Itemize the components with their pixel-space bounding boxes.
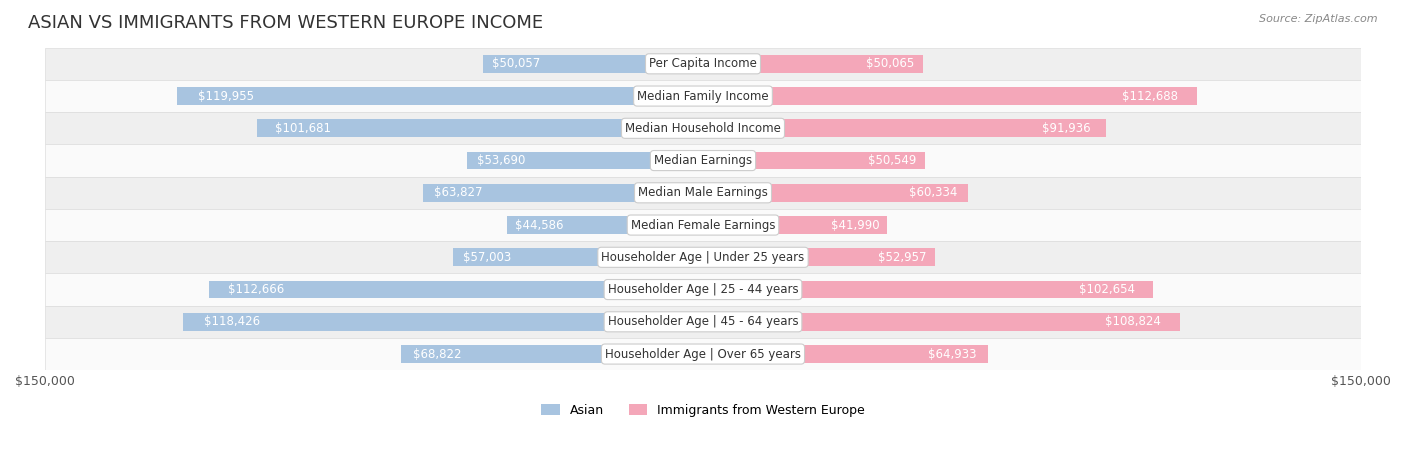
- Text: $102,654: $102,654: [1080, 283, 1135, 296]
- Text: Per Capita Income: Per Capita Income: [650, 57, 756, 71]
- Text: $112,688: $112,688: [1122, 90, 1178, 103]
- Bar: [45, 274, 1361, 306]
- Text: Median Family Income: Median Family Income: [637, 90, 769, 103]
- Bar: [423, 184, 703, 202]
- Text: Median Household Income: Median Household Income: [626, 122, 780, 135]
- Text: $50,549: $50,549: [868, 154, 915, 167]
- Text: $68,822: $68,822: [413, 347, 461, 361]
- Text: $91,936: $91,936: [1042, 122, 1090, 135]
- Text: $53,690: $53,690: [477, 154, 526, 167]
- Bar: [703, 313, 1181, 331]
- Bar: [453, 248, 703, 266]
- Bar: [257, 120, 703, 137]
- Text: Householder Age | Under 25 years: Householder Age | Under 25 years: [602, 251, 804, 264]
- Bar: [703, 248, 935, 266]
- Text: $118,426: $118,426: [204, 315, 260, 328]
- Text: $64,933: $64,933: [928, 347, 977, 361]
- Text: $60,334: $60,334: [908, 186, 957, 199]
- Bar: [703, 345, 988, 363]
- Text: Source: ZipAtlas.com: Source: ZipAtlas.com: [1260, 14, 1378, 24]
- Bar: [45, 241, 1361, 274]
- Text: ASIAN VS IMMIGRANTS FROM WESTERN EUROPE INCOME: ASIAN VS IMMIGRANTS FROM WESTERN EUROPE …: [28, 14, 543, 32]
- Bar: [183, 313, 703, 331]
- Text: Householder Age | 25 - 44 years: Householder Age | 25 - 44 years: [607, 283, 799, 296]
- Text: Median Male Earnings: Median Male Earnings: [638, 186, 768, 199]
- Bar: [703, 55, 922, 73]
- Bar: [703, 281, 1153, 298]
- Text: $50,065: $50,065: [866, 57, 914, 71]
- Text: $119,955: $119,955: [198, 90, 254, 103]
- Bar: [401, 345, 703, 363]
- Bar: [45, 48, 1361, 80]
- Bar: [45, 112, 1361, 144]
- Bar: [703, 87, 1198, 105]
- Bar: [45, 144, 1361, 177]
- Bar: [703, 120, 1107, 137]
- Bar: [703, 216, 887, 234]
- Text: $112,666: $112,666: [229, 283, 285, 296]
- Bar: [703, 184, 967, 202]
- Text: Median Female Earnings: Median Female Earnings: [631, 219, 775, 232]
- Text: $52,957: $52,957: [877, 251, 927, 264]
- Bar: [45, 338, 1361, 370]
- Text: $57,003: $57,003: [463, 251, 512, 264]
- Legend: Asian, Immigrants from Western Europe: Asian, Immigrants from Western Europe: [536, 399, 870, 422]
- Text: $108,824: $108,824: [1105, 315, 1161, 328]
- Bar: [508, 216, 703, 234]
- Bar: [45, 306, 1361, 338]
- Bar: [703, 152, 925, 170]
- Bar: [45, 80, 1361, 112]
- Text: $101,681: $101,681: [274, 122, 330, 135]
- Bar: [177, 87, 703, 105]
- Bar: [45, 177, 1361, 209]
- Bar: [45, 209, 1361, 241]
- Text: $50,057: $50,057: [492, 57, 540, 71]
- Text: Householder Age | Over 65 years: Householder Age | Over 65 years: [605, 347, 801, 361]
- Text: $63,827: $63,827: [434, 186, 482, 199]
- Bar: [208, 281, 703, 298]
- Bar: [484, 55, 703, 73]
- Text: Median Earnings: Median Earnings: [654, 154, 752, 167]
- Text: $44,586: $44,586: [515, 219, 564, 232]
- Bar: [467, 152, 703, 170]
- Text: Householder Age | 45 - 64 years: Householder Age | 45 - 64 years: [607, 315, 799, 328]
- Text: $41,990: $41,990: [831, 219, 880, 232]
